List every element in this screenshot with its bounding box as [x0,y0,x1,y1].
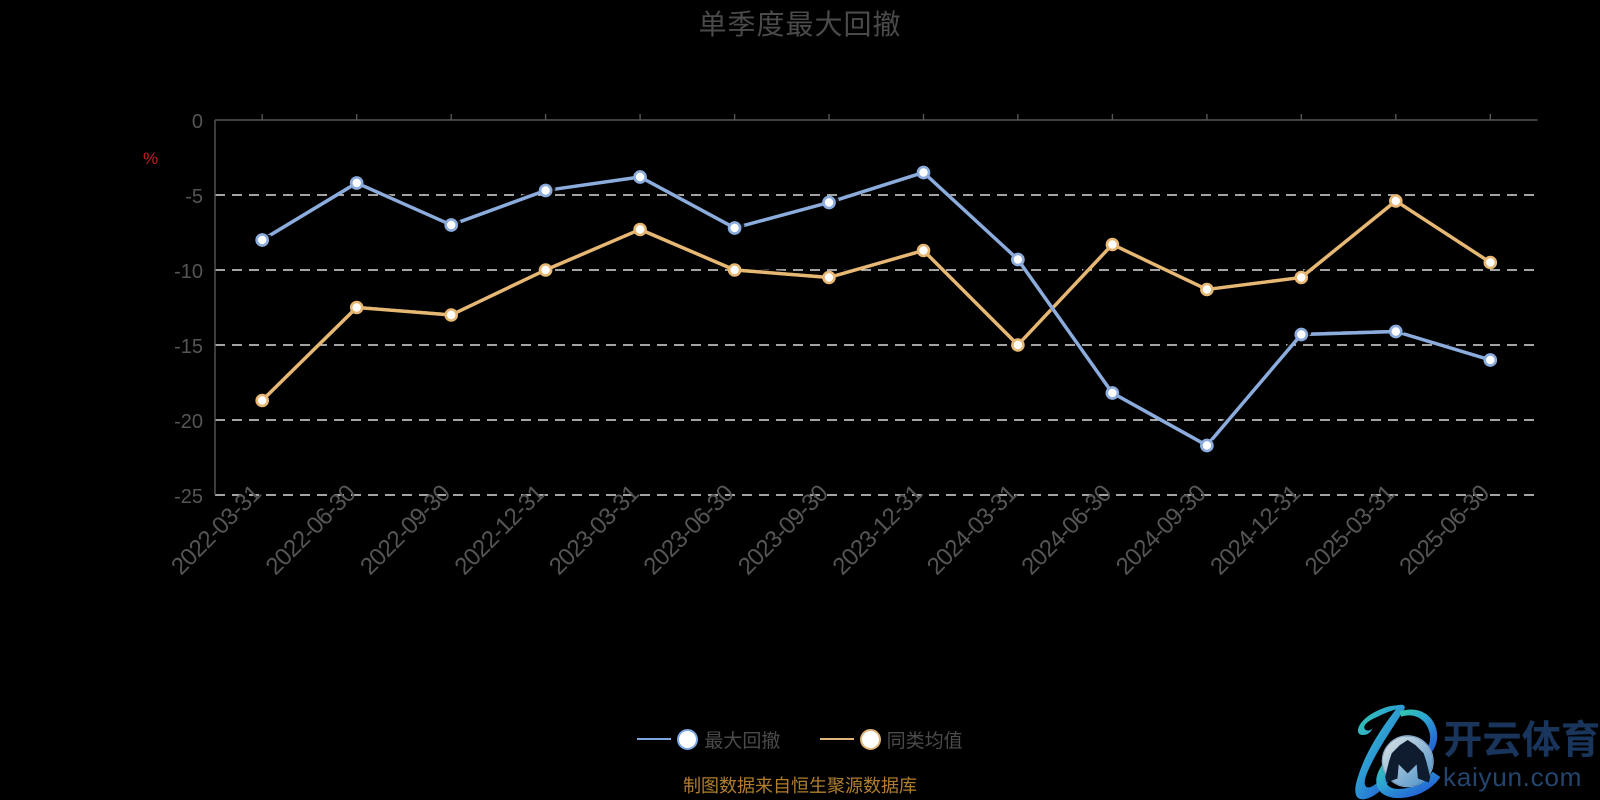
svg-text:2022-12-31: 2022-12-31 [450,480,551,581]
svg-text:-25: -25 [174,486,203,508]
svg-text:-5: -5 [185,186,203,208]
svg-text:-15: -15 [174,336,203,358]
svg-text:开云体育: 开云体育 [1443,718,1600,762]
svg-text:-20: -20 [174,411,203,433]
svg-text:-10: -10 [174,261,203,283]
svg-text:2025-03-31: 2025-03-31 [1300,480,1401,581]
svg-text:0: 0 [192,111,203,133]
svg-text:kaiyun.com: kaiyun.com [1443,762,1582,792]
svg-text:2023-12-31: 2023-12-31 [827,480,928,581]
svg-text:2023-06-30: 2023-06-30 [639,480,740,581]
